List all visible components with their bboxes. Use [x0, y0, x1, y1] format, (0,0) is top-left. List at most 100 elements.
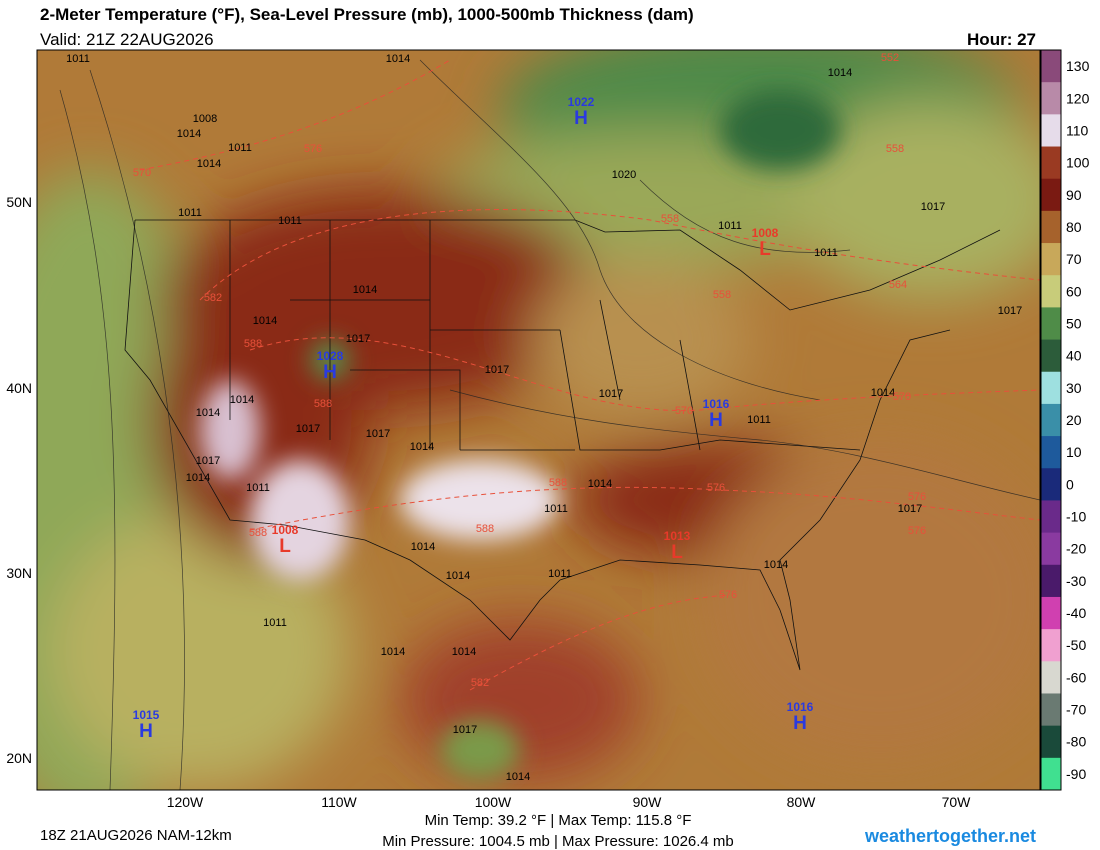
colorbar-segment	[1041, 210, 1061, 244]
site-credit: weathertogether.net	[864, 826, 1036, 846]
colorbar-tick-label: 120	[1066, 90, 1090, 106]
isobar-label: 1017	[998, 305, 1022, 317]
isobar-label: 1014	[386, 53, 410, 65]
colorbar-tick-label: -50	[1066, 637, 1086, 653]
isobar-label: 1017	[366, 428, 390, 440]
thickness-label: 576	[908, 491, 926, 503]
colorbar-tick-label: 90	[1066, 187, 1082, 203]
colorbar-tick-label: 60	[1066, 283, 1082, 299]
colorbar-tick-label: 130	[1066, 58, 1090, 74]
thickness-label: 558	[661, 213, 679, 225]
isobar-label: 1017	[599, 388, 623, 400]
colorbar-segment	[1041, 500, 1061, 534]
colorbar-segment	[1041, 275, 1061, 308]
pressure-center-letter: H	[793, 713, 807, 734]
pressure-center-value: 1028	[317, 349, 344, 363]
isobar-label: 1017	[453, 724, 477, 736]
pressure-center-letter: L	[759, 239, 771, 260]
isobar-label: 1011	[228, 142, 252, 154]
pressure-range: Min Pressure: 1004.5 mb | Max Pressure: …	[382, 833, 734, 850]
colorbar-segment	[1041, 243, 1061, 276]
thickness-label: 576	[719, 589, 737, 601]
thickness-label: 582	[204, 292, 222, 304]
longitude-label: 90W	[633, 794, 663, 810]
thickness-contours	[139, 59, 1040, 691]
thickness-label: 576	[304, 143, 322, 155]
valid-time: Valid: 21Z 22AUG2026	[40, 30, 214, 49]
isobar-label: 1014	[446, 570, 470, 582]
isobar-label: 1014	[588, 478, 612, 490]
colorbar-tick-label: 20	[1066, 412, 1082, 428]
isobar-label: 1014	[828, 67, 852, 79]
thickness-label: 564	[889, 279, 907, 291]
isobar-label: 1011	[66, 53, 90, 65]
isobar-label: 1011	[747, 414, 771, 426]
colorbar-segment	[1041, 532, 1061, 566]
thickness-label: 570	[893, 391, 911, 403]
isobar-label: 1014	[410, 441, 434, 453]
colorbar-tick-label: -10	[1066, 509, 1086, 525]
thickness-label: 588	[549, 477, 567, 489]
colorbar-tick-label: 110	[1066, 122, 1089, 138]
pressure-center-letter: L	[279, 536, 291, 557]
colorbar-tick-label: 40	[1066, 348, 1082, 364]
colorbar-tick-label: 10	[1066, 444, 1082, 460]
pressure-center-value: 1015	[133, 708, 160, 722]
thickness-label: 570	[133, 167, 151, 179]
isobar-label: 1011	[246, 482, 270, 494]
colorbar: 1301201101009080706050403020100-10-20-30…	[1040, 49, 1090, 791]
colorbar-segment	[1041, 757, 1061, 791]
thickness-label: 588	[314, 398, 332, 410]
temperature-range: Min Temp: 39.2 °F | Max Temp: 115.8 °F	[425, 812, 692, 829]
colorbar-tick-label: -30	[1066, 573, 1086, 589]
latitude-label: 30N	[6, 565, 32, 581]
isobar-label: 1011	[548, 568, 572, 580]
thickness-label: 570	[675, 405, 693, 417]
pressure-center-letter: H	[323, 362, 337, 383]
isobar-label: 1011	[814, 247, 838, 259]
thickness-label: 588	[249, 527, 267, 539]
pressure-center-value: 1022	[568, 95, 595, 109]
isobar-label: 1014	[186, 472, 210, 484]
isobar-label: 1020	[612, 169, 636, 181]
colorbar-segment	[1041, 661, 1061, 694]
isobar-label: 1011	[263, 617, 287, 629]
title: 2-Meter Temperature (°F), Sea-Level Pres…	[40, 5, 694, 24]
thickness-label: 588	[476, 523, 494, 535]
isobar-label: 1014	[506, 771, 530, 783]
colorbar-tick-label: -80	[1066, 734, 1086, 750]
colorbar-segment	[1041, 468, 1061, 501]
isobar-label: 1008	[193, 113, 217, 125]
isobar-label: 1017	[196, 455, 220, 467]
latitude-label: 40N	[6, 380, 32, 396]
thickness-label: 588	[244, 338, 262, 350]
colorbar-segment	[1041, 693, 1061, 727]
thickness-label: 576	[908, 525, 926, 537]
thickness-label: 558	[713, 289, 731, 301]
colorbar-segment	[1041, 436, 1061, 469]
colorbar-tick-label: 50	[1066, 315, 1082, 331]
pressure-center-value: 1008	[752, 226, 779, 240]
colorbar-tick-label: -70	[1066, 702, 1086, 718]
map-frame	[36, 49, 1041, 791]
thickness-label: 576	[707, 482, 725, 494]
isobar-label: 1014	[452, 646, 476, 658]
map-field	[37, 50, 1040, 790]
thickness-label: 582	[471, 677, 489, 689]
thickness-label: 552	[881, 52, 899, 64]
pressure-center-value: 1016	[703, 397, 730, 411]
isobar-label: 1011	[718, 220, 742, 232]
isobar-label: 1011	[544, 503, 568, 515]
isobar-label: 1014	[411, 541, 435, 553]
colorbar-segment	[1041, 146, 1061, 180]
thickness-label: 558	[886, 143, 904, 155]
colorbar-tick-label: 70	[1066, 251, 1082, 267]
latitude-label: 20N	[6, 750, 32, 766]
isobar-label: 1017	[296, 423, 320, 435]
isobar-label: 1017	[898, 503, 922, 515]
colorbar-tick-label: 30	[1066, 380, 1082, 396]
pressure-center-value: 1016	[787, 700, 814, 714]
